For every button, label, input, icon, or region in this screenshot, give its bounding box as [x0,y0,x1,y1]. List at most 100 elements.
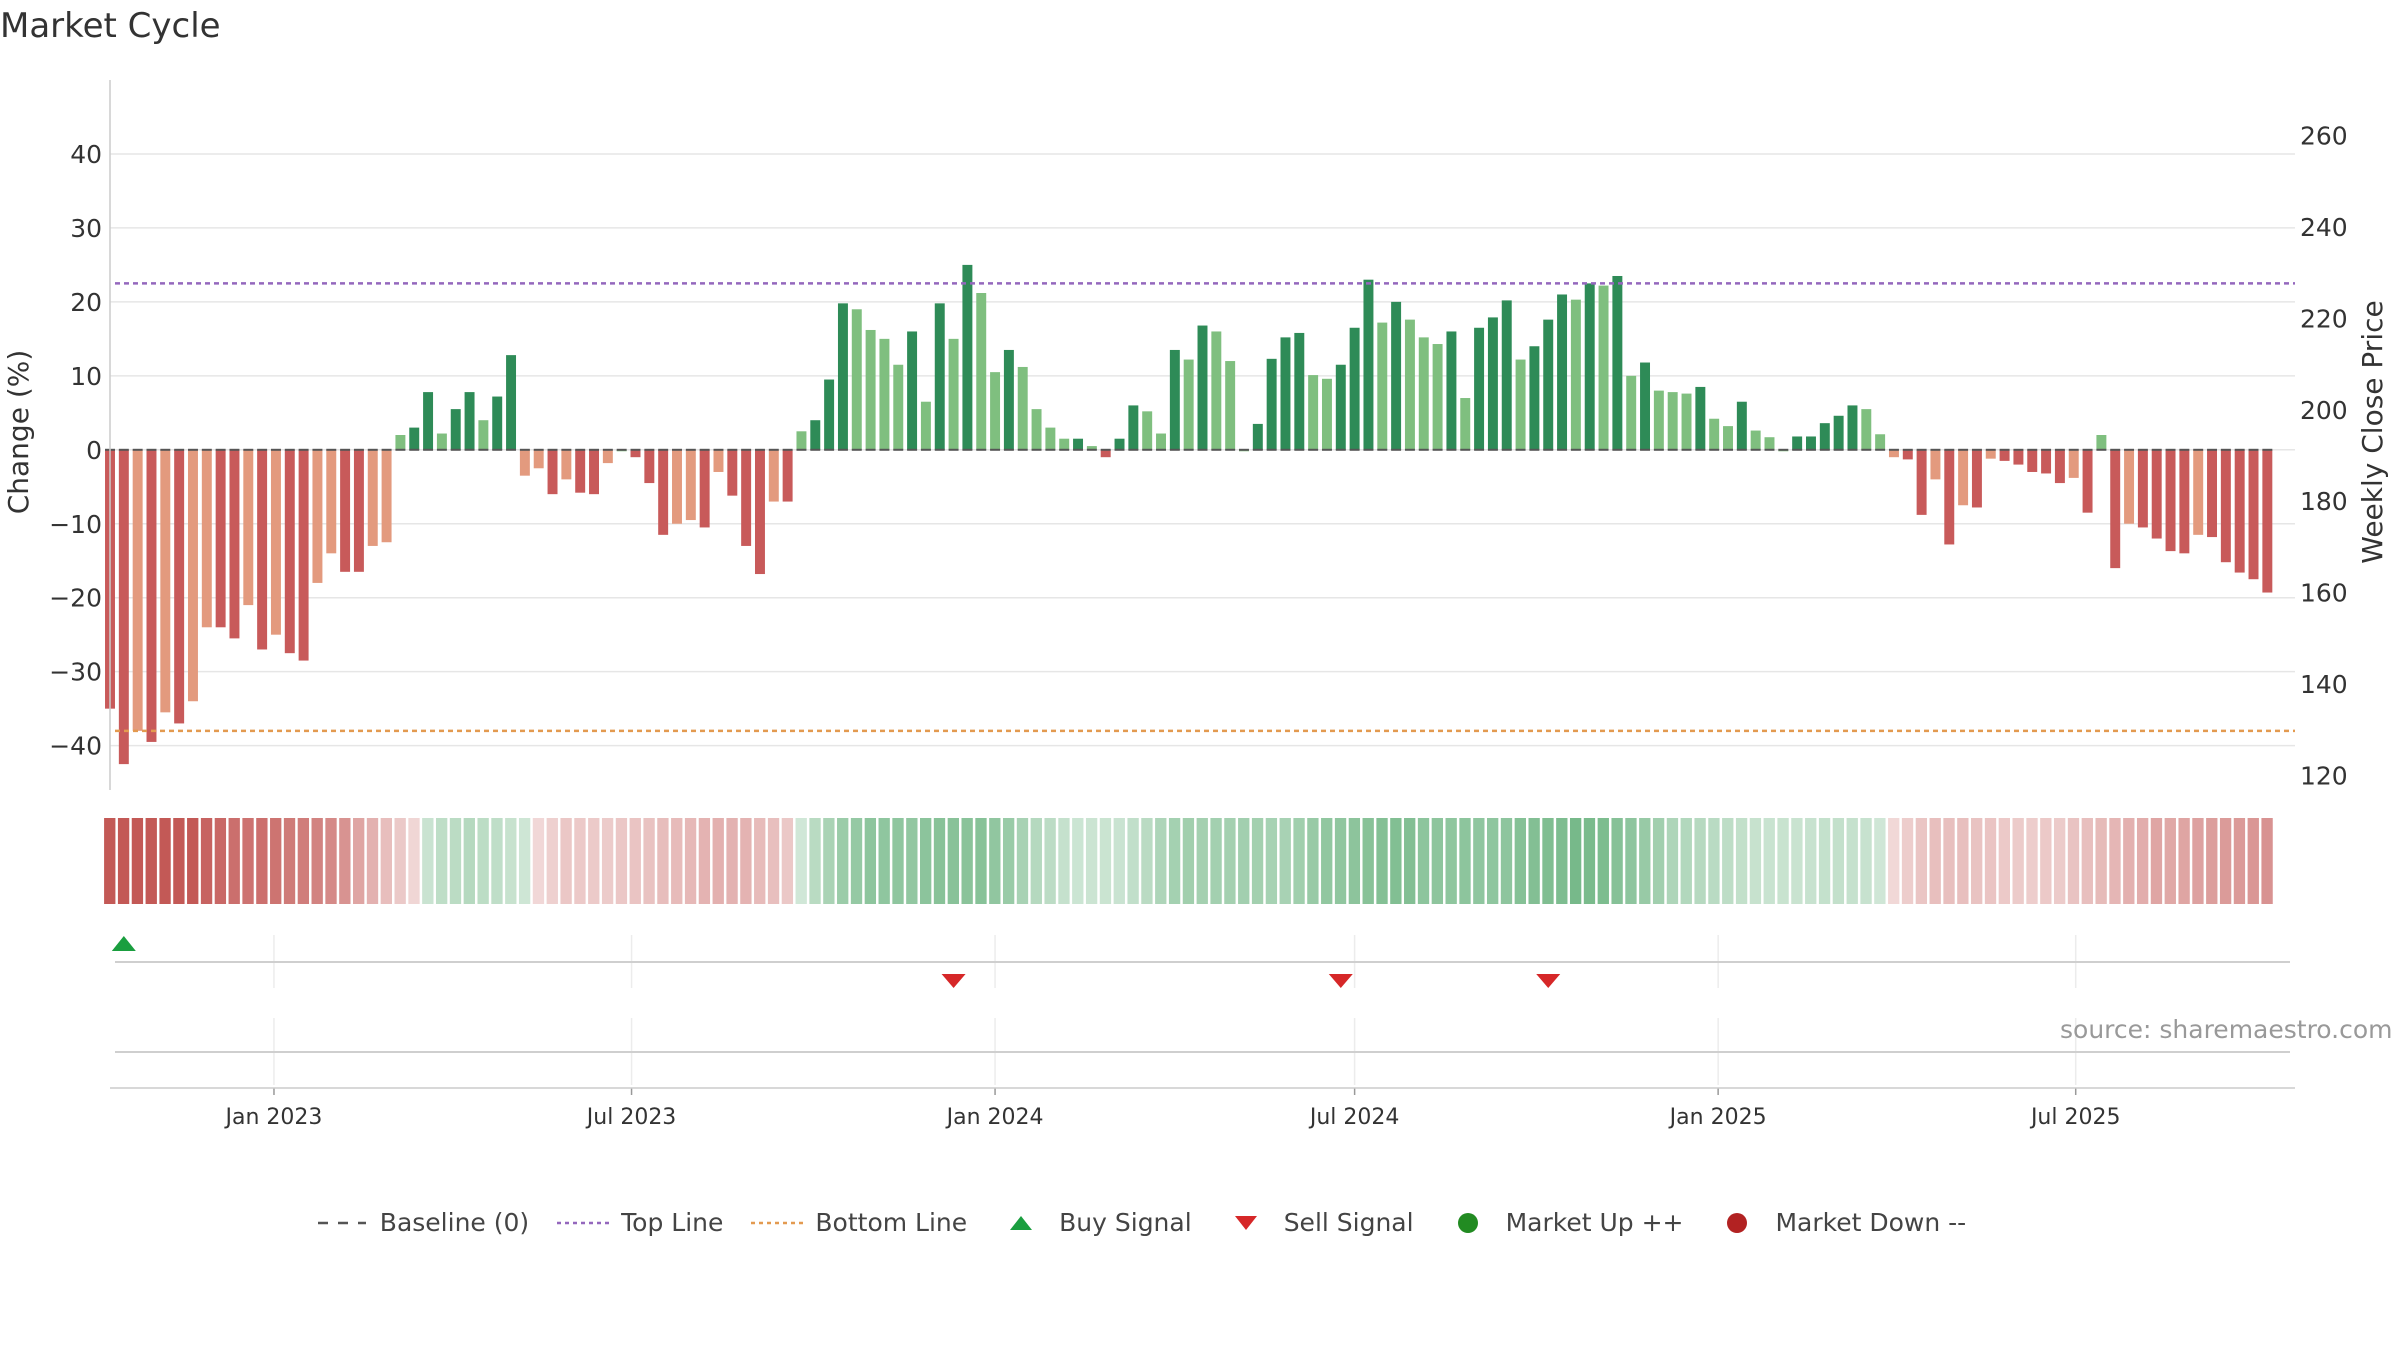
bar [1335,364,1346,450]
heat-cell [1597,818,1609,904]
bar [1252,423,1263,450]
bar [1709,418,1720,450]
y-tick-label: −30 [49,658,102,687]
heat-cell [256,818,268,904]
heat-cell [837,818,849,904]
legend-symbol-triangle-down [1218,1213,1274,1233]
heat-cell [2219,818,2232,904]
heat-cell [1680,818,1692,904]
legend-symbol-dot [555,1213,611,1233]
heat-cell [1542,818,1554,904]
bar [450,409,461,450]
heat-cell [2053,818,2066,904]
bar [2165,449,2176,552]
heat-cell [2040,818,2052,904]
bar [589,449,599,495]
bar [1404,319,1415,450]
heat-cell [850,818,863,904]
bar [990,372,1001,450]
x-tick-label: Jan 2023 [224,1105,323,1130]
bar [1736,401,1747,450]
bar [1487,317,1498,450]
bar [436,433,447,450]
heat-cell [657,818,669,904]
bar [1432,344,1443,450]
bar [1958,449,1969,506]
bar [326,449,337,554]
heat-cell [920,818,932,904]
bar [1833,415,1844,450]
bar [1806,436,1816,450]
y-tick-label: 30 [70,214,102,243]
heat-cell [1404,818,1416,904]
heat-cell [1984,818,1997,904]
bar [118,449,129,765]
heat-cell [477,818,489,904]
bar [1875,434,1886,450]
heat-cell [1390,818,1402,904]
sell-signal-marker [941,974,966,988]
bar [768,449,779,502]
bar [1294,332,1305,450]
bar [367,449,378,546]
bar [1142,411,1153,450]
bar [837,303,848,450]
bar [1266,358,1277,450]
bar [506,355,517,450]
heat-cell [1943,818,1955,904]
bar [1764,437,1775,450]
bar [381,449,392,543]
legend-label: Top Line [621,1208,724,1237]
bar [1902,449,1913,460]
bar [533,449,544,469]
heat-cell [435,818,448,904]
heat-cell [2026,818,2038,904]
bar [1086,446,1097,450]
bar [1971,449,1982,508]
bar [2207,449,2218,538]
legend-label: Bottom Line [815,1208,968,1237]
heat-cell [518,818,531,904]
bar [2124,449,2135,524]
heat-cell [1583,818,1596,904]
y-tick-label: 20 [70,288,102,317]
legend-symbol-circle [1709,1212,1765,1233]
heat-cell [1196,818,1208,904]
heat-cell [463,818,475,904]
bar [893,364,904,450]
bar [561,449,572,480]
heat-cell [1168,818,1181,904]
heat-cell [1224,818,1236,904]
heat-cell [933,818,946,904]
heat-cell [117,818,130,904]
heat-cell [726,818,738,904]
bar [298,449,309,661]
bar [1847,405,1858,450]
bar [1017,366,1028,450]
x-axis: Jan 2023 Jul 2023 Jan 2024 Jul 2024 Jan 2025… [110,1087,2295,1130]
legend-item: Market Up ++ [1440,1208,1683,1237]
heat-cell [1860,818,1872,904]
bar [2137,449,2148,528]
heat-cell [380,818,392,904]
legend-item: Buy Signal [993,1208,1192,1237]
bar [754,449,765,575]
heat-cell [671,818,683,904]
bar [2096,435,2107,450]
y2-tick-label: 260 [2300,122,2348,151]
heat-cell [1957,818,1969,904]
bar [1598,285,1609,450]
bar [962,264,973,450]
heat-cell [781,818,794,904]
bar [2110,449,2121,569]
y2-tick-label: 220 [2300,304,2348,333]
y-tick-label: −10 [49,510,102,539]
heat-cell [989,818,1001,904]
legend-item: Baseline (0) [314,1208,529,1237]
bar [1999,449,2010,461]
bar [602,449,613,464]
heat-cell [1459,818,1471,904]
bar [1584,283,1595,450]
bar [1723,426,1733,450]
